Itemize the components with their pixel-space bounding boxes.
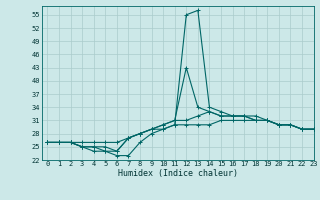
X-axis label: Humidex (Indice chaleur): Humidex (Indice chaleur) — [118, 169, 237, 178]
